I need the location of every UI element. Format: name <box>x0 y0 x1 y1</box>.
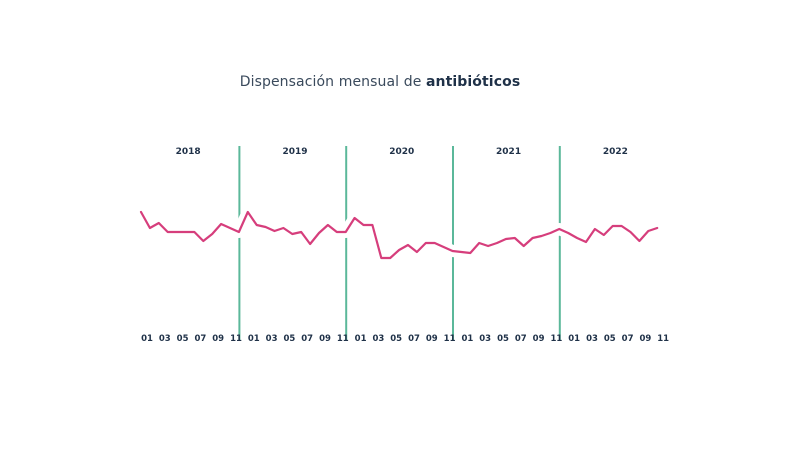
month-tick-label: 03 <box>586 334 598 344</box>
month-tick-label: 11 <box>550 334 562 344</box>
month-tick-label: 11 <box>337 334 349 344</box>
chart-title-bold: antibióticos <box>425 74 521 90</box>
month-tick-label: 05 <box>283 334 295 344</box>
year-label: 2021 <box>496 147 521 157</box>
series-lines <box>135 206 664 264</box>
month-tick-label: 07 <box>301 334 313 344</box>
month-tick-label: 09 <box>212 334 224 344</box>
month-tick-labels: 01 03 05 07 09 11 01 03 05 07 09 11 01 03 05 07 09 11 01 03… <box>141 334 669 344</box>
month-tick-label: 01 <box>568 334 580 344</box>
month-tick-label: 09 <box>533 334 545 344</box>
month-tick-label: 05 <box>390 334 402 344</box>
month-tick-label: 01 <box>355 334 367 344</box>
year-labels: 2018 2019 2020 2021 2022 <box>176 147 628 157</box>
year-label: 2020 <box>389 147 414 157</box>
month-tick-label: 07 <box>408 334 420 344</box>
month-tick-label: 03 <box>372 334 384 344</box>
month-tick-label: 01 <box>141 334 153 344</box>
year-label: 2018 <box>176 147 201 157</box>
year-label: 2022 <box>603 147 628 157</box>
chart-title: Dispensación mensual de antibióticos <box>0 74 760 90</box>
month-tick-label: 05 <box>604 334 616 344</box>
year-label: 2019 <box>282 147 307 157</box>
chart-title-regular: Dispensación mensual de <box>239 74 426 90</box>
month-tick-label: 11 <box>230 334 242 344</box>
month-tick-label: 11 <box>444 334 456 344</box>
month-tick-label: 07 <box>515 334 527 344</box>
month-tick-label: 09 <box>639 334 651 344</box>
month-tick-label: 01 <box>461 334 473 344</box>
month-tick-label: 09 <box>319 334 331 344</box>
month-tick-label: 03 <box>159 334 171 344</box>
month-tick-label: 07 <box>622 334 634 344</box>
month-tick-label: 01 <box>248 334 260 344</box>
month-tick-label: 03 <box>479 334 491 344</box>
month-tick-label: 05 <box>177 334 189 344</box>
month-tick-label: 05 <box>497 334 509 344</box>
year-separators <box>238 146 561 341</box>
month-tick-label: 11 <box>657 334 669 344</box>
month-tick-label: 09 <box>426 334 438 344</box>
month-tick-label: 07 <box>194 334 206 344</box>
month-tick-label: 03 <box>266 334 278 344</box>
